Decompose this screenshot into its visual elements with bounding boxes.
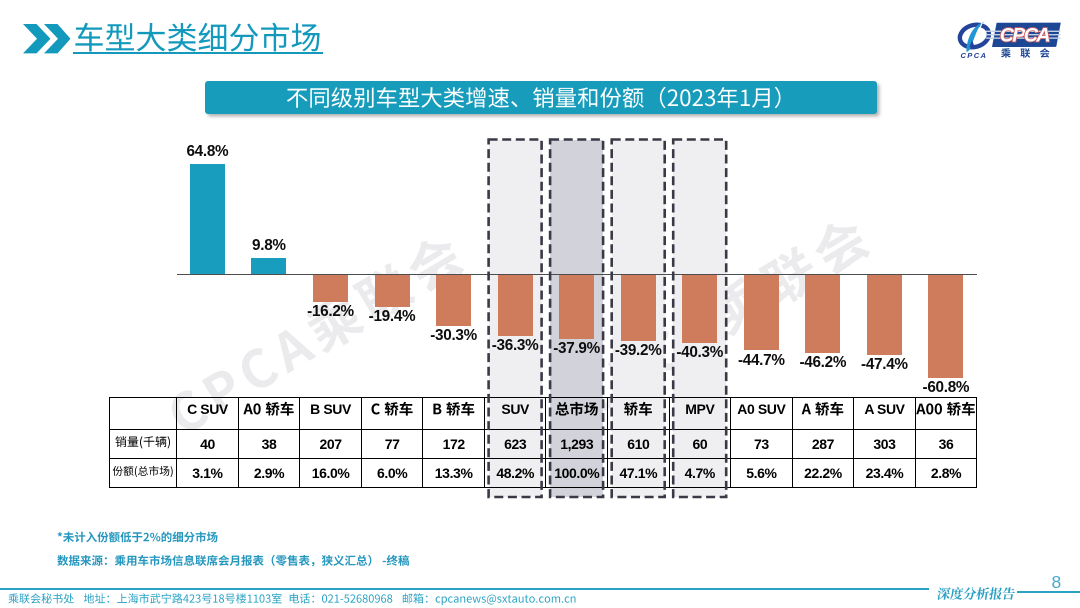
svg-text:CPCA: CPCA — [1000, 24, 1051, 46]
svg-text:CPCA: CPCA — [961, 51, 987, 60]
